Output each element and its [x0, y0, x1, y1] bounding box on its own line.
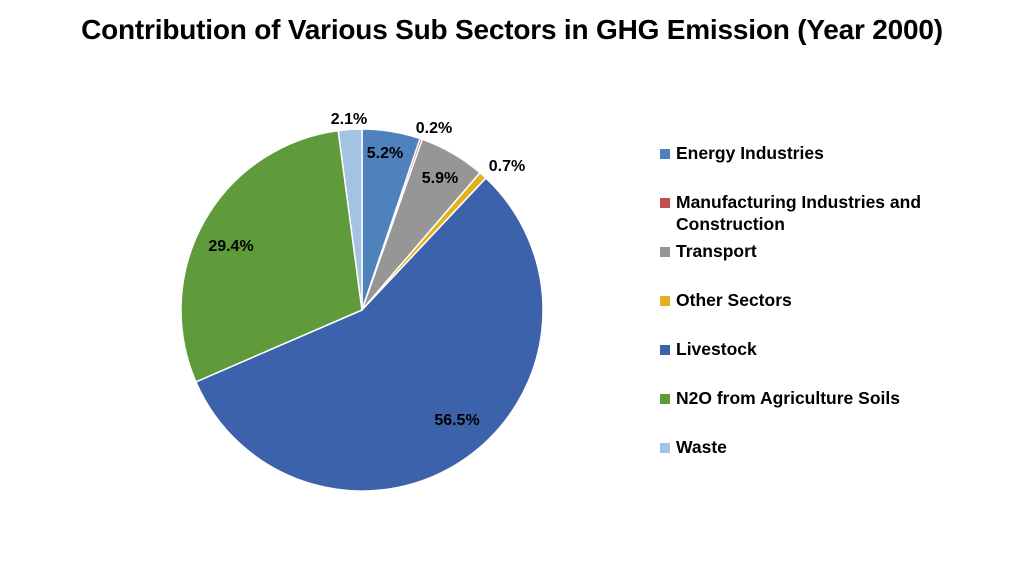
legend-label: Other Sectors: [676, 290, 792, 310]
legend-swatch: [660, 247, 670, 257]
legend-item: N2O from Agriculture Soils: [660, 387, 976, 409]
pie-slice-livestock: [195, 177, 544, 492]
chart-title: Contribution of Various Sub Sectors in G…: [81, 14, 943, 45]
data-label-manufacturing-industries-and-construction: 0.2%: [416, 120, 452, 137]
data-label-other-sectors: 0.7%: [489, 158, 525, 175]
legend-label: N2O from Agriculture Soils: [676, 388, 900, 408]
legend-item: Manufacturing Industries and Constructio…: [660, 191, 976, 235]
data-label-energy-industries: 5.2%: [367, 145, 403, 162]
legend-label: Transport: [676, 241, 757, 261]
legend-label: Waste: [676, 437, 727, 457]
legend-swatch: [660, 296, 670, 306]
data-label-n2o-from-agriculture-soils: 29.4%: [208, 238, 253, 255]
data-label-livestock: 56.5%: [434, 412, 479, 429]
legend-item: Other Sectors: [660, 289, 976, 311]
legend-swatch: [660, 443, 670, 453]
legend-swatch: [660, 345, 670, 355]
legend-item: Transport: [660, 240, 976, 262]
data-label-waste: 2.1%: [331, 111, 367, 128]
legend-label: Energy Industries: [676, 143, 824, 163]
pie-slice-waste: [337, 128, 363, 311]
legend-swatch: [660, 149, 670, 159]
legend-swatch: [660, 198, 670, 208]
legend-swatch: [660, 394, 670, 404]
legend-label: Livestock: [676, 339, 757, 359]
pie-slice-n2o-from-agriculture-soils: [180, 129, 363, 383]
data-label-transport: 5.9%: [422, 170, 458, 187]
legend-item: Energy Industries: [660, 142, 976, 164]
legend-label: Manufacturing Industries and Constructio…: [676, 192, 922, 234]
legend-item: Waste: [660, 436, 976, 458]
legend-item: Livestock: [660, 338, 976, 360]
